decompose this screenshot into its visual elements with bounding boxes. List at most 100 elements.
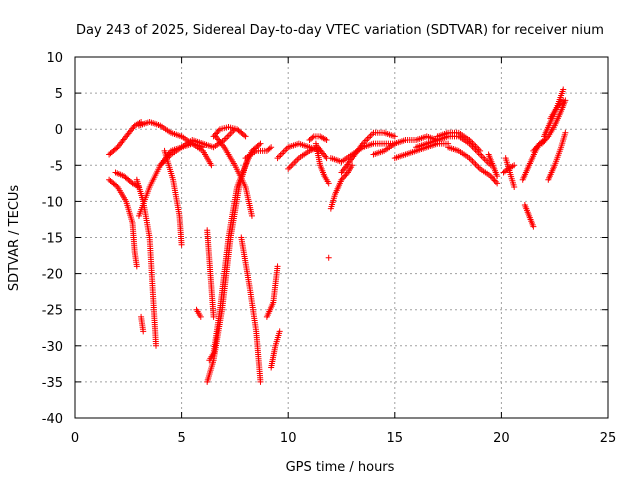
y-tick-label: -15 <box>42 232 63 247</box>
data-point <box>274 263 281 270</box>
data-point <box>113 182 120 189</box>
data-point <box>511 183 518 190</box>
y-tick-label: -25 <box>42 304 63 319</box>
series-arc-29 <box>370 133 441 158</box>
series-arc-10 <box>178 133 215 169</box>
data-point <box>113 145 120 152</box>
data-point <box>323 137 330 144</box>
data-point <box>242 133 249 140</box>
x-tick-label: 5 <box>177 431 185 446</box>
series-arc-16 <box>193 306 204 320</box>
x-tick-label: 15 <box>387 431 404 446</box>
data-point <box>268 144 275 151</box>
x-axis-label: GPS time / hours <box>286 460 395 475</box>
data-point <box>214 129 221 136</box>
data-point <box>339 175 346 182</box>
series-arc-18 <box>242 144 275 162</box>
series-arc-43 <box>547 97 567 122</box>
data-point <box>248 212 255 219</box>
data-point <box>276 328 283 335</box>
data-point <box>140 328 147 335</box>
data-point <box>153 342 160 349</box>
y-tick-label: 0 <box>55 123 63 138</box>
data-point <box>491 177 498 184</box>
data-point <box>338 176 345 183</box>
series-arc-25 <box>325 254 332 261</box>
data-point <box>128 179 135 186</box>
data-point <box>266 145 273 152</box>
data-point <box>535 142 542 149</box>
y-tick-label: -20 <box>42 268 63 283</box>
series-arc-37 <box>519 140 543 183</box>
data-point <box>557 100 564 107</box>
series-arc-30 <box>391 140 452 162</box>
data-point <box>489 174 496 181</box>
data-point <box>494 173 501 180</box>
chart-title: Day 243 of 2025, Sidereal Day-to-day VTE… <box>76 23 604 38</box>
data-point <box>538 140 545 147</box>
series-arc-28 <box>338 129 398 176</box>
data-point <box>135 183 142 190</box>
y-tick-label: 10 <box>46 51 63 66</box>
series-arc-26 <box>327 162 356 212</box>
data-point <box>556 101 563 108</box>
x-tick-label: 25 <box>600 431 617 446</box>
series-arc-05 <box>112 169 142 190</box>
series-arc-40 <box>538 97 569 147</box>
data-point <box>257 378 264 385</box>
data-points <box>106 86 569 385</box>
data-point <box>325 254 332 261</box>
y-tick-label: -40 <box>42 412 63 427</box>
series-arc-19 <box>263 263 281 320</box>
series-arc-01 <box>106 118 145 158</box>
data-point <box>241 132 248 139</box>
y-tick-label: -10 <box>42 195 63 210</box>
data-point <box>560 86 567 93</box>
y-tick-label: -35 <box>42 376 63 391</box>
series-arc-38 <box>521 202 537 230</box>
data-point <box>494 180 501 187</box>
series-arc-36 <box>500 162 518 176</box>
series-arc-07 <box>135 118 185 140</box>
data-point <box>487 173 494 180</box>
series-arc-42 <box>545 129 569 183</box>
data-point <box>257 140 264 147</box>
data-point <box>391 133 398 140</box>
data-point <box>490 176 497 183</box>
series-arc-02 <box>106 176 140 270</box>
series-arc-04 <box>138 313 147 335</box>
series-arc-17 <box>238 234 264 385</box>
data-point <box>560 97 567 104</box>
series-arc-24 <box>306 133 330 144</box>
data-point <box>555 103 562 110</box>
data-point <box>325 180 332 187</box>
data-point <box>553 104 560 111</box>
data-point <box>210 313 217 320</box>
series-arc-32 <box>434 129 484 154</box>
data-point <box>178 241 185 248</box>
data-point <box>343 170 350 177</box>
series-arc-09 <box>157 126 238 169</box>
data-point <box>492 178 499 185</box>
series-arc-33 <box>445 144 501 187</box>
data-point <box>133 263 140 270</box>
data-point <box>562 129 569 136</box>
grid-lines <box>75 57 608 418</box>
data-point <box>349 162 356 169</box>
y-axis-label: SDTVAR / TECUs <box>7 185 22 292</box>
data-point <box>511 162 518 169</box>
y-tick-label: -5 <box>50 159 63 174</box>
x-tick-label: 20 <box>493 431 510 446</box>
data-point <box>530 223 537 230</box>
data-point <box>208 162 215 169</box>
data-point <box>342 172 349 179</box>
series-arc-12 <box>212 133 255 219</box>
series-arc-15 <box>204 227 217 320</box>
y-tick-label: -30 <box>42 340 63 355</box>
data-point <box>530 147 537 154</box>
data-point <box>544 134 551 141</box>
data-point <box>534 143 541 150</box>
data-point <box>558 98 565 105</box>
data-point <box>477 147 484 154</box>
